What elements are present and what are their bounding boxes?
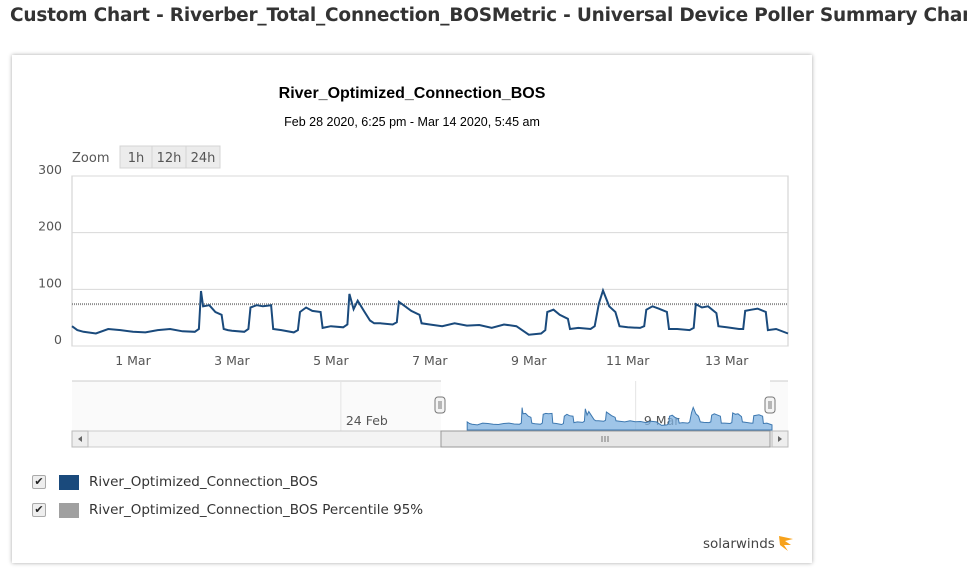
x-tick-label: 13 Mar <box>705 353 749 368</box>
scroll-right-button[interactable] <box>771 430 789 448</box>
zoom-button-1h[interactable]: 1h <box>119 145 153 169</box>
scroll-left-button[interactable] <box>71 430 89 448</box>
scroll-thumb[interactable] <box>440 430 771 448</box>
solarwinds-flame-icon <box>778 536 793 551</box>
legend-swatch-series <box>59 474 79 490</box>
svg-text:1h[interactable]: 1h <box>128 151 145 166</box>
y-tick-label: 300 <box>38 162 62 177</box>
zoom-button-12h[interactable]: 12h <box>151 145 187 169</box>
navigator[interactable]: 24 Feb 9 Mar <box>72 380 788 432</box>
x-tick-label: 7 Mar <box>412 353 448 368</box>
x-tick-label: 5 Mar <box>313 353 349 368</box>
y-tick-label: 0 <box>54 332 62 347</box>
x-tick-label: 1 Mar <box>115 353 151 368</box>
y-tick-label: 100 <box>38 275 62 290</box>
navigator-tick-label: 24 Feb <box>346 413 388 428</box>
plot-area <box>71 175 789 347</box>
legend-checkbox-series[interactable]: ✔ <box>32 475 46 489</box>
navigator-area <box>466 405 773 431</box>
svg-text:12h[interactable]: 12h <box>157 151 182 166</box>
series-line <box>71 287 789 336</box>
zoom-label: Zoom <box>72 151 109 166</box>
legend-item-series[interactable]: ✔ River_Optimized_Connection_BOS <box>30 474 318 490</box>
legend-label-series: River_Optimized_Connection_BOS <box>89 474 318 490</box>
chart-card <box>12 55 812 563</box>
navigator-handle-left[interactable] <box>434 396 446 414</box>
legend-checkbox-percentile[interactable]: ✔ <box>32 503 46 517</box>
scrollbar[interactable] <box>71 430 789 448</box>
y-tick-label: 200 <box>38 219 62 234</box>
x-tick-label: 11 Mar <box>606 353 650 368</box>
page-title: Custom Chart - Riverber_Total_Connection… <box>10 5 967 26</box>
chart-subtitle: Feb 28 2020, 6:25 pm - Mar 14 2020, 5:45… <box>284 115 540 129</box>
chart-title: River_Optimized_Connection_BOS <box>279 85 546 102</box>
zoom-button-24h[interactable]: 24h <box>185 145 221 169</box>
svg-text:24h[interactable]: 24h <box>191 151 216 166</box>
legend-swatch-percentile <box>59 502 79 518</box>
legend-item-percentile[interactable]: ✔ River_Optimized_Connection_BOS Percent… <box>30 502 423 518</box>
navigator-handle-right[interactable] <box>764 396 776 414</box>
x-tick-label: 9 Mar <box>511 353 547 368</box>
legend-label-percentile: River_Optimized_Connection_BOS Percentil… <box>89 502 424 518</box>
solarwinds-logo: solarwinds <box>703 533 797 555</box>
x-tick-label: 3 Mar <box>214 353 250 368</box>
